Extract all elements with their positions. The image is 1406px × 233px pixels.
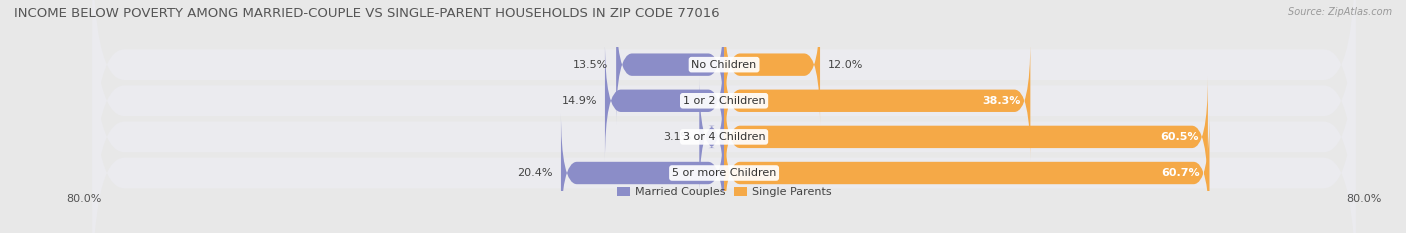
Text: 38.3%: 38.3%: [983, 96, 1021, 106]
Text: 3 or 4 Children: 3 or 4 Children: [683, 132, 765, 142]
FancyBboxPatch shape: [699, 76, 724, 198]
FancyBboxPatch shape: [724, 4, 820, 126]
Text: 20.4%: 20.4%: [517, 168, 553, 178]
Text: 3.1%: 3.1%: [664, 132, 692, 142]
FancyBboxPatch shape: [724, 40, 1031, 162]
FancyBboxPatch shape: [93, 0, 1355, 194]
FancyBboxPatch shape: [724, 76, 1208, 198]
Text: 1 or 2 Children: 1 or 2 Children: [683, 96, 765, 106]
Text: 12.0%: 12.0%: [828, 60, 863, 70]
FancyBboxPatch shape: [605, 40, 724, 162]
Text: 60.7%: 60.7%: [1161, 168, 1199, 178]
Text: INCOME BELOW POVERTY AMONG MARRIED-COUPLE VS SINGLE-PARENT HOUSEHOLDS IN ZIP COD: INCOME BELOW POVERTY AMONG MARRIED-COUPL…: [14, 7, 720, 20]
FancyBboxPatch shape: [93, 44, 1355, 233]
Text: 60.5%: 60.5%: [1160, 132, 1198, 142]
FancyBboxPatch shape: [616, 4, 724, 126]
FancyBboxPatch shape: [724, 112, 1209, 233]
Text: 13.5%: 13.5%: [572, 60, 609, 70]
FancyBboxPatch shape: [561, 112, 724, 233]
Text: No Children: No Children: [692, 60, 756, 70]
FancyBboxPatch shape: [93, 8, 1355, 233]
FancyBboxPatch shape: [93, 0, 1355, 230]
Text: Source: ZipAtlas.com: Source: ZipAtlas.com: [1288, 7, 1392, 17]
Legend: Married Couples, Single Parents: Married Couples, Single Parents: [617, 187, 831, 197]
Text: 14.9%: 14.9%: [561, 96, 598, 106]
Text: 5 or more Children: 5 or more Children: [672, 168, 776, 178]
